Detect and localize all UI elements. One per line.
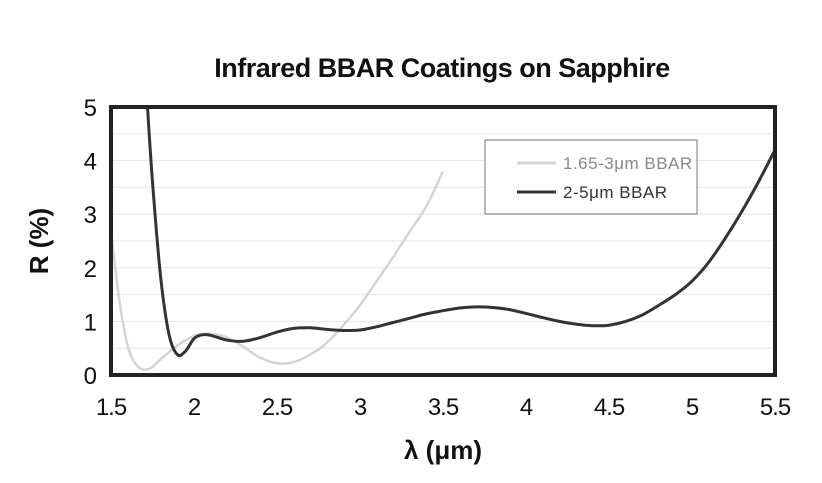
x-tick-label: 2 [188, 394, 201, 421]
plot-frame [109, 105, 777, 377]
series-line-2 [146, 106, 777, 358]
x-tick-label: 5 [686, 394, 699, 421]
x-tick-label: 4.5 [594, 394, 625, 421]
series-line-1 [109, 170, 445, 371]
x-tick-label: 5.5 [760, 394, 791, 421]
x-tick-label: 3 [354, 394, 367, 421]
chart-title: Infrared BBAR Coatings on Sapphire [214, 53, 670, 83]
gridlines [111, 133, 775, 349]
legend-label-1: 1.65-3μm BBAR [563, 154, 693, 173]
y-tick-label: 0 [84, 363, 97, 390]
legend: 1.65-3μm BBAR 2-5μm BBAR [484, 139, 698, 215]
y-tick-label: 2 [84, 256, 97, 283]
legend-box [484, 139, 698, 215]
x-tick-label: 1.5 [96, 394, 127, 421]
y-tick-label: 4 [84, 149, 97, 176]
y-tick-label: 5 [84, 95, 97, 122]
x-tick-labels: 1.5 2 2.5 3 3.5 4 4.5 5 5.5 [96, 394, 792, 421]
y-tick-labels: 0 1 2 3 4 5 [84, 95, 98, 390]
legend-label-2: 2-5μm BBAR [563, 183, 668, 202]
y-axis-label: R (%) [24, 208, 54, 274]
series-layer [109, 106, 777, 371]
x-axis-label: λ (μm) [404, 435, 482, 465]
y-tick-label: 3 [84, 202, 97, 229]
x-tick-label: 2.5 [262, 394, 293, 421]
x-tick-label: 4 [520, 394, 533, 421]
x-tick-label: 3.5 [428, 394, 459, 421]
y-tick-label: 1 [84, 309, 97, 336]
